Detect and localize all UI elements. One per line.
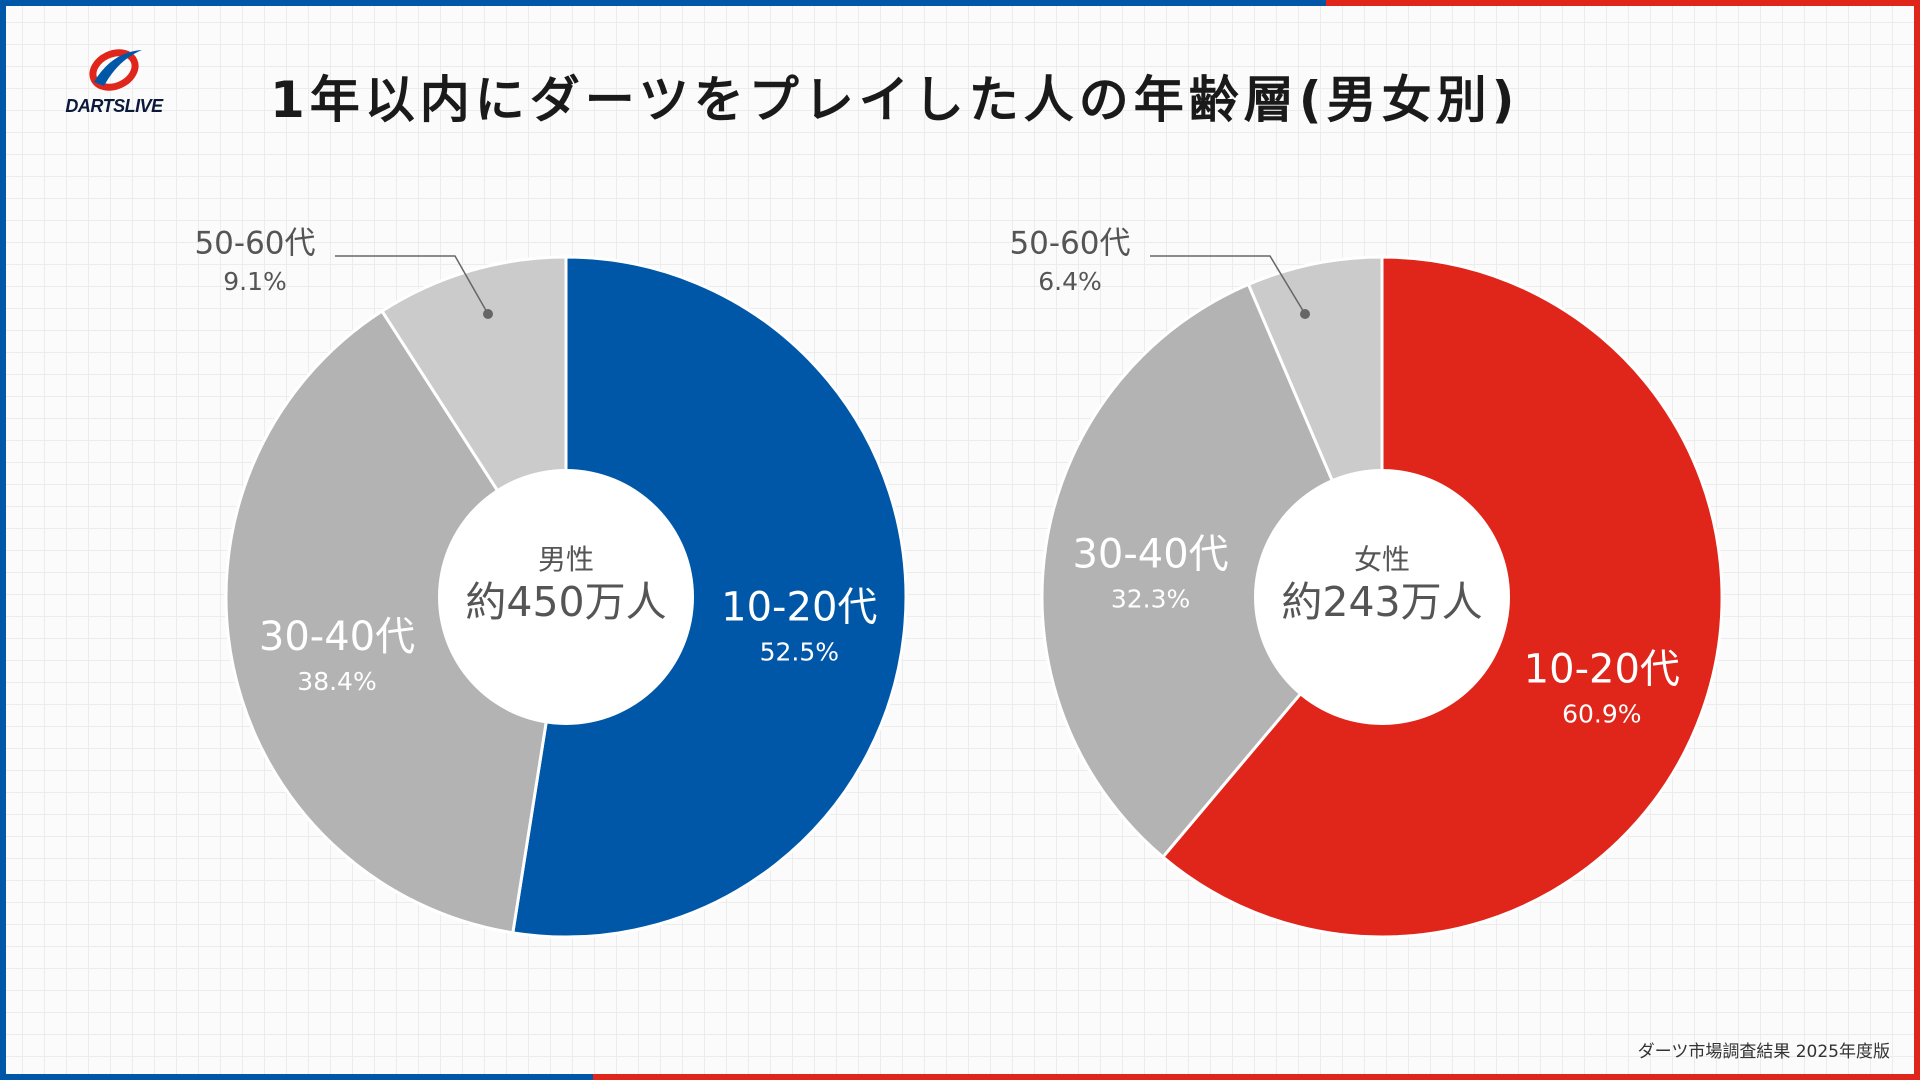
center-value: 約243万人 bbox=[1281, 578, 1482, 626]
logo-swoosh-icon bbox=[89, 49, 142, 91]
frame-bottom-red bbox=[593, 1074, 1920, 1080]
callout-dot bbox=[483, 309, 493, 319]
donut-hole bbox=[438, 469, 694, 725]
slice-percent: 52.5% bbox=[760, 637, 839, 666]
slice-percent: 60.9% bbox=[1562, 699, 1641, 728]
slice-label: 30-40代 bbox=[1072, 531, 1228, 577]
center-label: 女性 bbox=[1354, 543, 1410, 576]
callout-percent: 6.4% bbox=[1038, 267, 1102, 296]
callout-label: 50-60代 bbox=[194, 226, 315, 262]
footer-source: ダーツ市場調査結果 2025年度版 bbox=[1637, 1042, 1890, 1062]
slice-percent: 32.3% bbox=[1111, 584, 1190, 613]
center-label: 男性 bbox=[538, 543, 594, 576]
slice-30-40代 bbox=[1040, 282, 1384, 860]
frame-right-red bbox=[1914, 0, 1920, 1080]
frame-bottom-blue bbox=[0, 1074, 593, 1080]
donut-hole bbox=[1254, 469, 1510, 725]
dartslive-logo: DARTSLIVE bbox=[52, 42, 176, 122]
callout-label: 50-60代 bbox=[1009, 226, 1130, 262]
frame-top-red bbox=[1326, 0, 1920, 6]
page-title: 1年以内にダーツをプレイした人の年齢層(男女別) bbox=[270, 71, 1520, 129]
frame-left-blue bbox=[0, 0, 6, 1080]
callout-line bbox=[1150, 255, 1306, 315]
slice-label: 10-20代 bbox=[1524, 646, 1680, 692]
slice-percent: 38.4% bbox=[297, 667, 376, 696]
slice-label: 10-20代 bbox=[721, 584, 877, 630]
slice-label: 30-40代 bbox=[259, 614, 415, 660]
frame-top-blue bbox=[0, 0, 1326, 6]
callout-dot bbox=[1300, 309, 1310, 319]
center-value: 約450万人 bbox=[465, 578, 666, 626]
slice-10-20代 bbox=[511, 255, 908, 939]
logo-text: DARTSLIVE bbox=[65, 96, 163, 116]
callout-percent: 9.1% bbox=[223, 267, 287, 296]
callout-line bbox=[335, 255, 489, 315]
